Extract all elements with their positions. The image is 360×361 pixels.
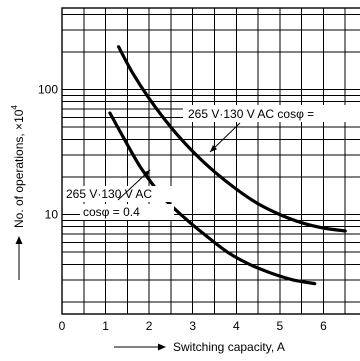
- y-axis-label: No. of operations, ×104: [10, 105, 26, 228]
- x-tick-label: 3: [189, 319, 196, 333]
- y-axis-arrow-icon: [15, 236, 23, 244]
- annotation-2-leader-line: [117, 169, 151, 201]
- annotation-bg-2a: [64, 186, 190, 202]
- x-axis-label: Switching capacity, A: [173, 340, 285, 354]
- annotation-bg-1: [183, 105, 360, 122]
- annotations: 265 V·130 V AC cosφ = 265 V·130 V AC cosφ …: [64, 105, 360, 220]
- x-tick-label: 1: [102, 319, 109, 333]
- grid-lines: [62, 8, 360, 314]
- x-tick-labels: 0 1 2 3 4 5 6: [59, 319, 327, 333]
- x-tick-label: 0: [59, 319, 66, 333]
- y-axis-title: No. of operations, ×104: [10, 105, 26, 280]
- curves: [108, 45, 347, 286]
- y-tick-label: 10: [45, 208, 59, 222]
- series-line-1: [117, 45, 347, 233]
- annotation-1-arrow-icon: [210, 144, 218, 152]
- y-tick-labels: 10 100: [38, 83, 58, 222]
- x-tick-label: 4: [233, 319, 240, 333]
- x-axis-title: Switching capacity, A: [114, 340, 285, 354]
- y-axis-label-main: No. of operations, ×10: [12, 109, 26, 228]
- x-axis-arrow-icon: [158, 343, 166, 351]
- annotation-bg-2b: [80, 204, 174, 220]
- annotation-2-arrow-icon: [142, 170, 150, 177]
- plot-frame: [61, 7, 360, 315]
- series-line-2: [108, 111, 317, 286]
- annotation-label-2a: 265 V·130 V AC: [66, 187, 152, 201]
- x-tick-label: 2: [146, 319, 153, 333]
- annotation-label-1: 265 V·130 V AC cosφ =: [188, 107, 314, 121]
- y-axis-label-exponent: 4: [10, 105, 19, 110]
- y-tick-label: 100: [38, 83, 58, 97]
- annotation-label-2b: cosφ = 0.4: [83, 205, 140, 219]
- x-tick-label: 5: [277, 319, 284, 333]
- x-tick-label: 6: [320, 319, 327, 333]
